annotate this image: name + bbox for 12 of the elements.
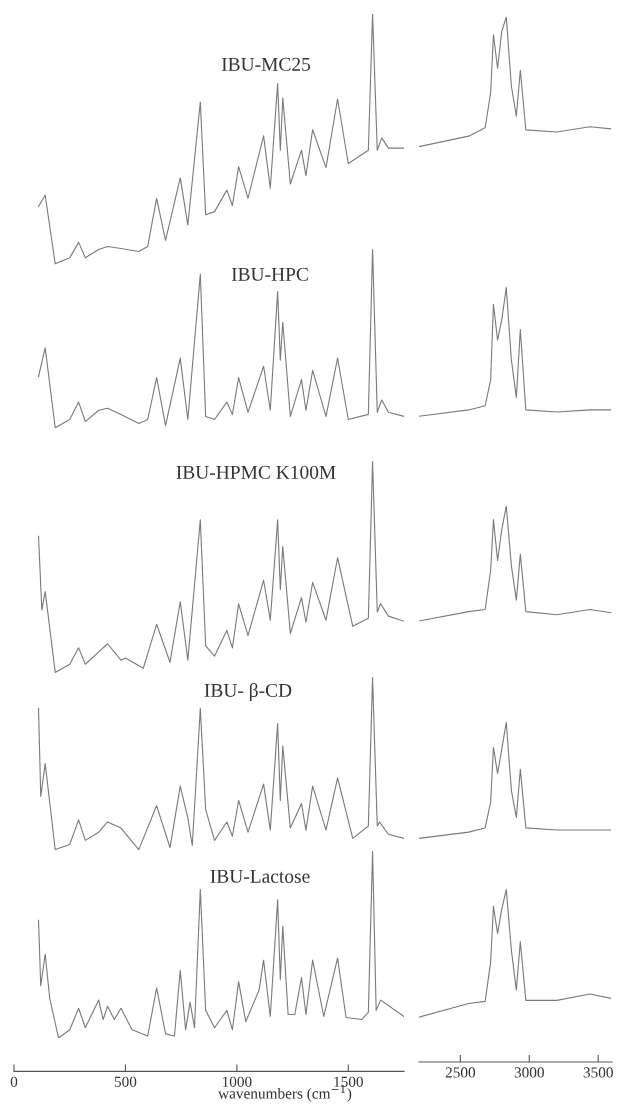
- x-tick-label: 3000: [514, 1067, 544, 1078]
- x-tick-label: 1500: [334, 1076, 363, 1087]
- x-tick-label: 3500: [583, 1067, 613, 1078]
- x-tick-label: 500: [114, 1076, 137, 1087]
- series-label: IBU-HPMC K100M: [176, 465, 336, 479]
- series-label: IBU-HPC: [231, 267, 308, 281]
- series-label: IBU- β-CD: [204, 683, 292, 701]
- x-tick-label: 1000: [222, 1076, 252, 1087]
- x-tick-label: 0: [10, 1076, 18, 1087]
- x-tick-label: 2500: [445, 1067, 476, 1078]
- series-label: IBU-Lactose: [210, 869, 310, 883]
- series-label: IBU-MC25: [221, 57, 311, 71]
